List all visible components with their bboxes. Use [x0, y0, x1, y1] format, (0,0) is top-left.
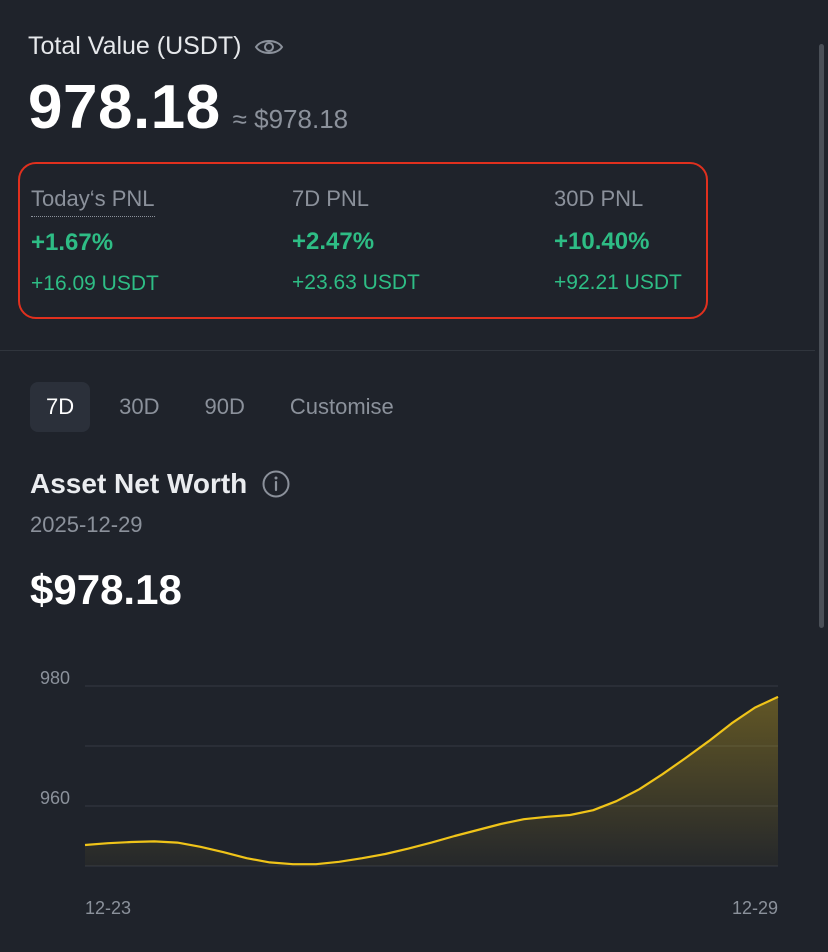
pnl-usdt: +16.09 USDT [31, 272, 159, 295]
x-tick-label: 12-23 [85, 898, 131, 918]
pnl-percent: +1.67% [31, 229, 114, 256]
networth-title: Asset Net Worth [30, 468, 248, 499]
tab-30d[interactable]: 30D [119, 394, 160, 419]
total-value-usd: ≈ $978.18 [232, 104, 349, 134]
networth-line [84, 695, 779, 866]
networth-area [85, 696, 778, 866]
networth-header: Asset Net Worth [30, 468, 291, 500]
scrollbar[interactable] [819, 44, 824, 628]
eye-icon[interactable] [254, 36, 284, 58]
tab-7d[interactable]: 7D [30, 382, 91, 432]
pnl-today: Today‘s PNL +1.67% +16.09 USDT [31, 186, 159, 296]
pnl-percent: +2.47% [292, 228, 375, 255]
pnl-usdt: +92.21 USDT [554, 271, 682, 294]
total-value-label: Total Value (USDT) [28, 32, 242, 60]
pnl-30d: 30D PNL +10.40% +92.21 USDT [554, 186, 682, 295]
pnl-7d: 7D PNL +2.47% +23.63 USDT [292, 186, 420, 295]
pnl-summary-box: Today‘s PNL +1.67% +16.09 USDT 7D PNL +2… [18, 162, 708, 319]
pnl-usdt: +23.63 USDT [292, 271, 420, 294]
pnl-title: 30D PNL [554, 186, 644, 211]
total-value: 978.18 [28, 73, 221, 142]
range-tabs: 7D 30D 90D Customise [30, 382, 423, 432]
pnl-title: 7D PNL [292, 186, 370, 211]
tab-90d[interactable]: 90D [204, 394, 245, 419]
networth-chart: 980 960 12-23 12-29 [40, 668, 779, 918]
y-tick-label: 960 [40, 788, 70, 808]
total-value-header: Total Value (USDT) [28, 32, 284, 61]
pnl-percent: +10.40% [554, 228, 650, 255]
pnl-title[interactable]: Today‘s PNL [31, 186, 155, 217]
x-tick-label: 12-29 [732, 898, 778, 918]
networth-date: 2025-12-29 [30, 512, 143, 537]
y-tick-label: 980 [40, 668, 70, 688]
info-icon[interactable] [261, 469, 291, 499]
total-value-row: 978.18 ≈ $978.18 [28, 72, 348, 143]
section-divider [0, 350, 815, 351]
tab-customise[interactable]: Customise [289, 394, 394, 419]
networth-value: $978.18 [30, 566, 182, 613]
